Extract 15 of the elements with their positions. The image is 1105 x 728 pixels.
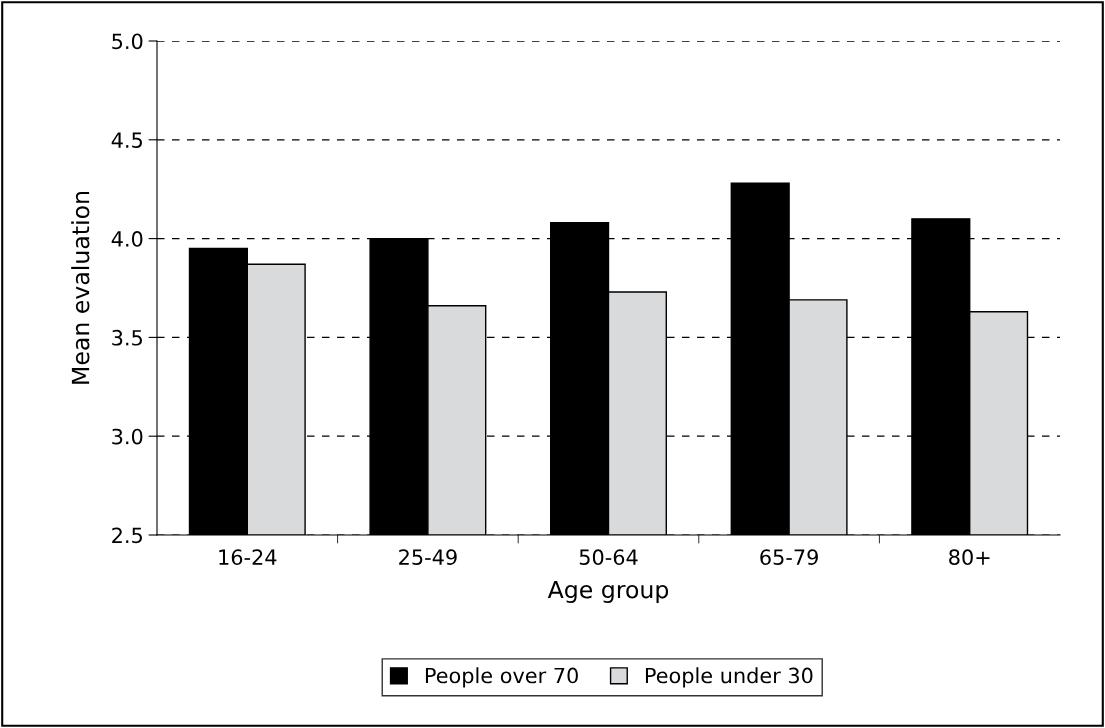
- y-tick-label: 5.0: [112, 33, 143, 50]
- y-tick-label: 4.0: [111, 231, 143, 247]
- legend-label: People under 30: [645, 667, 813, 688]
- x-tick-label: 50-64: [579, 549, 638, 566]
- y-tick-label: 3.5: [112, 329, 142, 346]
- x-tick-label: 16-24: [219, 549, 277, 566]
- x-axis-title: Age group: [547, 580, 669, 604]
- y-tick-label: 4.5: [111, 132, 142, 149]
- y-tick-label: 3.0: [112, 428, 143, 445]
- x-tick-label: 25-49: [399, 549, 457, 566]
- y-axis-title: Mean evaluation: [71, 191, 90, 384]
- x-tick-label: 65-79: [760, 549, 818, 566]
- y-tick-label: 2.5: [112, 527, 142, 544]
- x-tick-label: 80+: [949, 549, 990, 566]
- legend-label: People over 70: [425, 667, 578, 688]
